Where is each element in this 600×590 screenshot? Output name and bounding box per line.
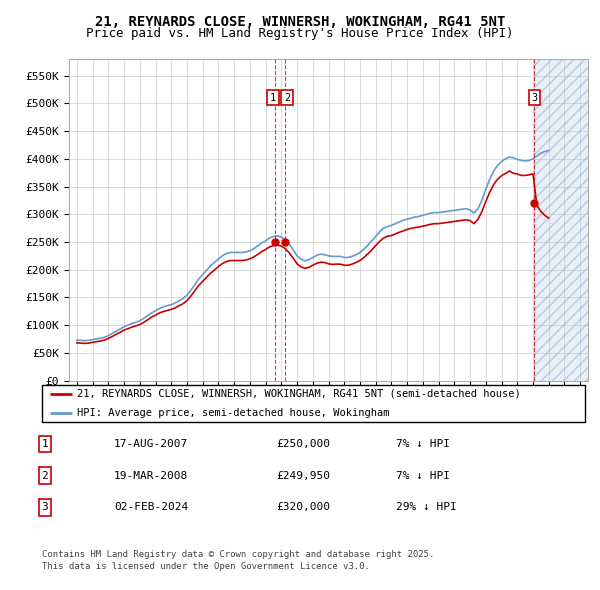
Text: 21, REYNARDS CLOSE, WINNERSH, WOKINGHAM, RG41 5NT (semi-detached house): 21, REYNARDS CLOSE, WINNERSH, WOKINGHAM,… bbox=[77, 389, 521, 399]
Text: 29% ↓ HPI: 29% ↓ HPI bbox=[396, 503, 457, 512]
FancyBboxPatch shape bbox=[42, 385, 585, 422]
Text: 3: 3 bbox=[41, 503, 49, 512]
Text: 17-AUG-2007: 17-AUG-2007 bbox=[114, 439, 188, 448]
Text: 2: 2 bbox=[41, 471, 49, 480]
Text: 21, REYNARDS CLOSE, WINNERSH, WOKINGHAM, RG41 5NT: 21, REYNARDS CLOSE, WINNERSH, WOKINGHAM,… bbox=[95, 15, 505, 29]
Text: HPI: Average price, semi-detached house, Wokingham: HPI: Average price, semi-detached house,… bbox=[77, 408, 390, 418]
Text: 3: 3 bbox=[531, 93, 538, 103]
Text: 2: 2 bbox=[284, 93, 290, 103]
Text: 7% ↓ HPI: 7% ↓ HPI bbox=[396, 439, 450, 448]
Text: 1: 1 bbox=[41, 439, 49, 448]
Text: Price paid vs. HM Land Registry's House Price Index (HPI): Price paid vs. HM Land Registry's House … bbox=[86, 27, 514, 40]
Text: This data is licensed under the Open Government Licence v3.0.: This data is licensed under the Open Gov… bbox=[42, 562, 370, 571]
Text: £320,000: £320,000 bbox=[276, 503, 330, 512]
Bar bbox=[535, 59, 588, 381]
Text: £249,950: £249,950 bbox=[276, 471, 330, 480]
Text: 7% ↓ HPI: 7% ↓ HPI bbox=[396, 471, 450, 480]
Bar bbox=[535, 59, 588, 381]
Text: 19-MAR-2008: 19-MAR-2008 bbox=[114, 471, 188, 480]
Text: 02-FEB-2024: 02-FEB-2024 bbox=[114, 503, 188, 512]
Text: 1: 1 bbox=[270, 93, 276, 103]
Text: Contains HM Land Registry data © Crown copyright and database right 2025.: Contains HM Land Registry data © Crown c… bbox=[42, 550, 434, 559]
Text: £250,000: £250,000 bbox=[276, 439, 330, 448]
